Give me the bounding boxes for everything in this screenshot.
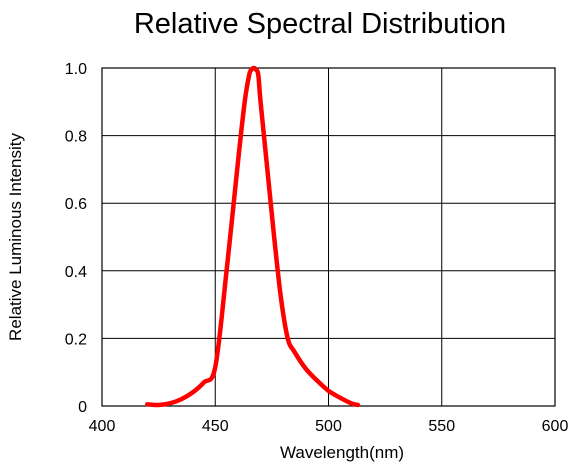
x-tick-label: 450 <box>202 418 229 435</box>
x-tick-label: 500 <box>315 418 342 435</box>
y-ticks: 0 0.2 0.4 0.6 0.8 1.0 <box>65 61 87 416</box>
series-line-0 <box>145 65 361 408</box>
y-tick-label: 1.0 <box>65 61 87 78</box>
x-tick-label: 400 <box>89 418 116 435</box>
series <box>145 65 361 408</box>
y-tick-label: 0.8 <box>65 129 87 146</box>
grid <box>102 68 555 406</box>
plot-frame <box>101 67 556 407</box>
x-axis-label: Wavelength(nm) <box>280 443 404 462</box>
y-tick-label: 0.2 <box>65 331 87 348</box>
y-tick-label: 0.4 <box>65 264 87 281</box>
y-tick-label: 0.6 <box>65 196 87 213</box>
x-ticks: 400 450 500 550 600 <box>89 418 569 435</box>
y-tick-label: 0 <box>78 399 87 416</box>
x-tick-label: 600 <box>542 418 569 435</box>
chart-title: Relative Spectral Distribution <box>134 8 506 40</box>
y-axis-label: Relative Luminous Intensity <box>6 133 25 341</box>
x-tick-label: 550 <box>428 418 455 435</box>
